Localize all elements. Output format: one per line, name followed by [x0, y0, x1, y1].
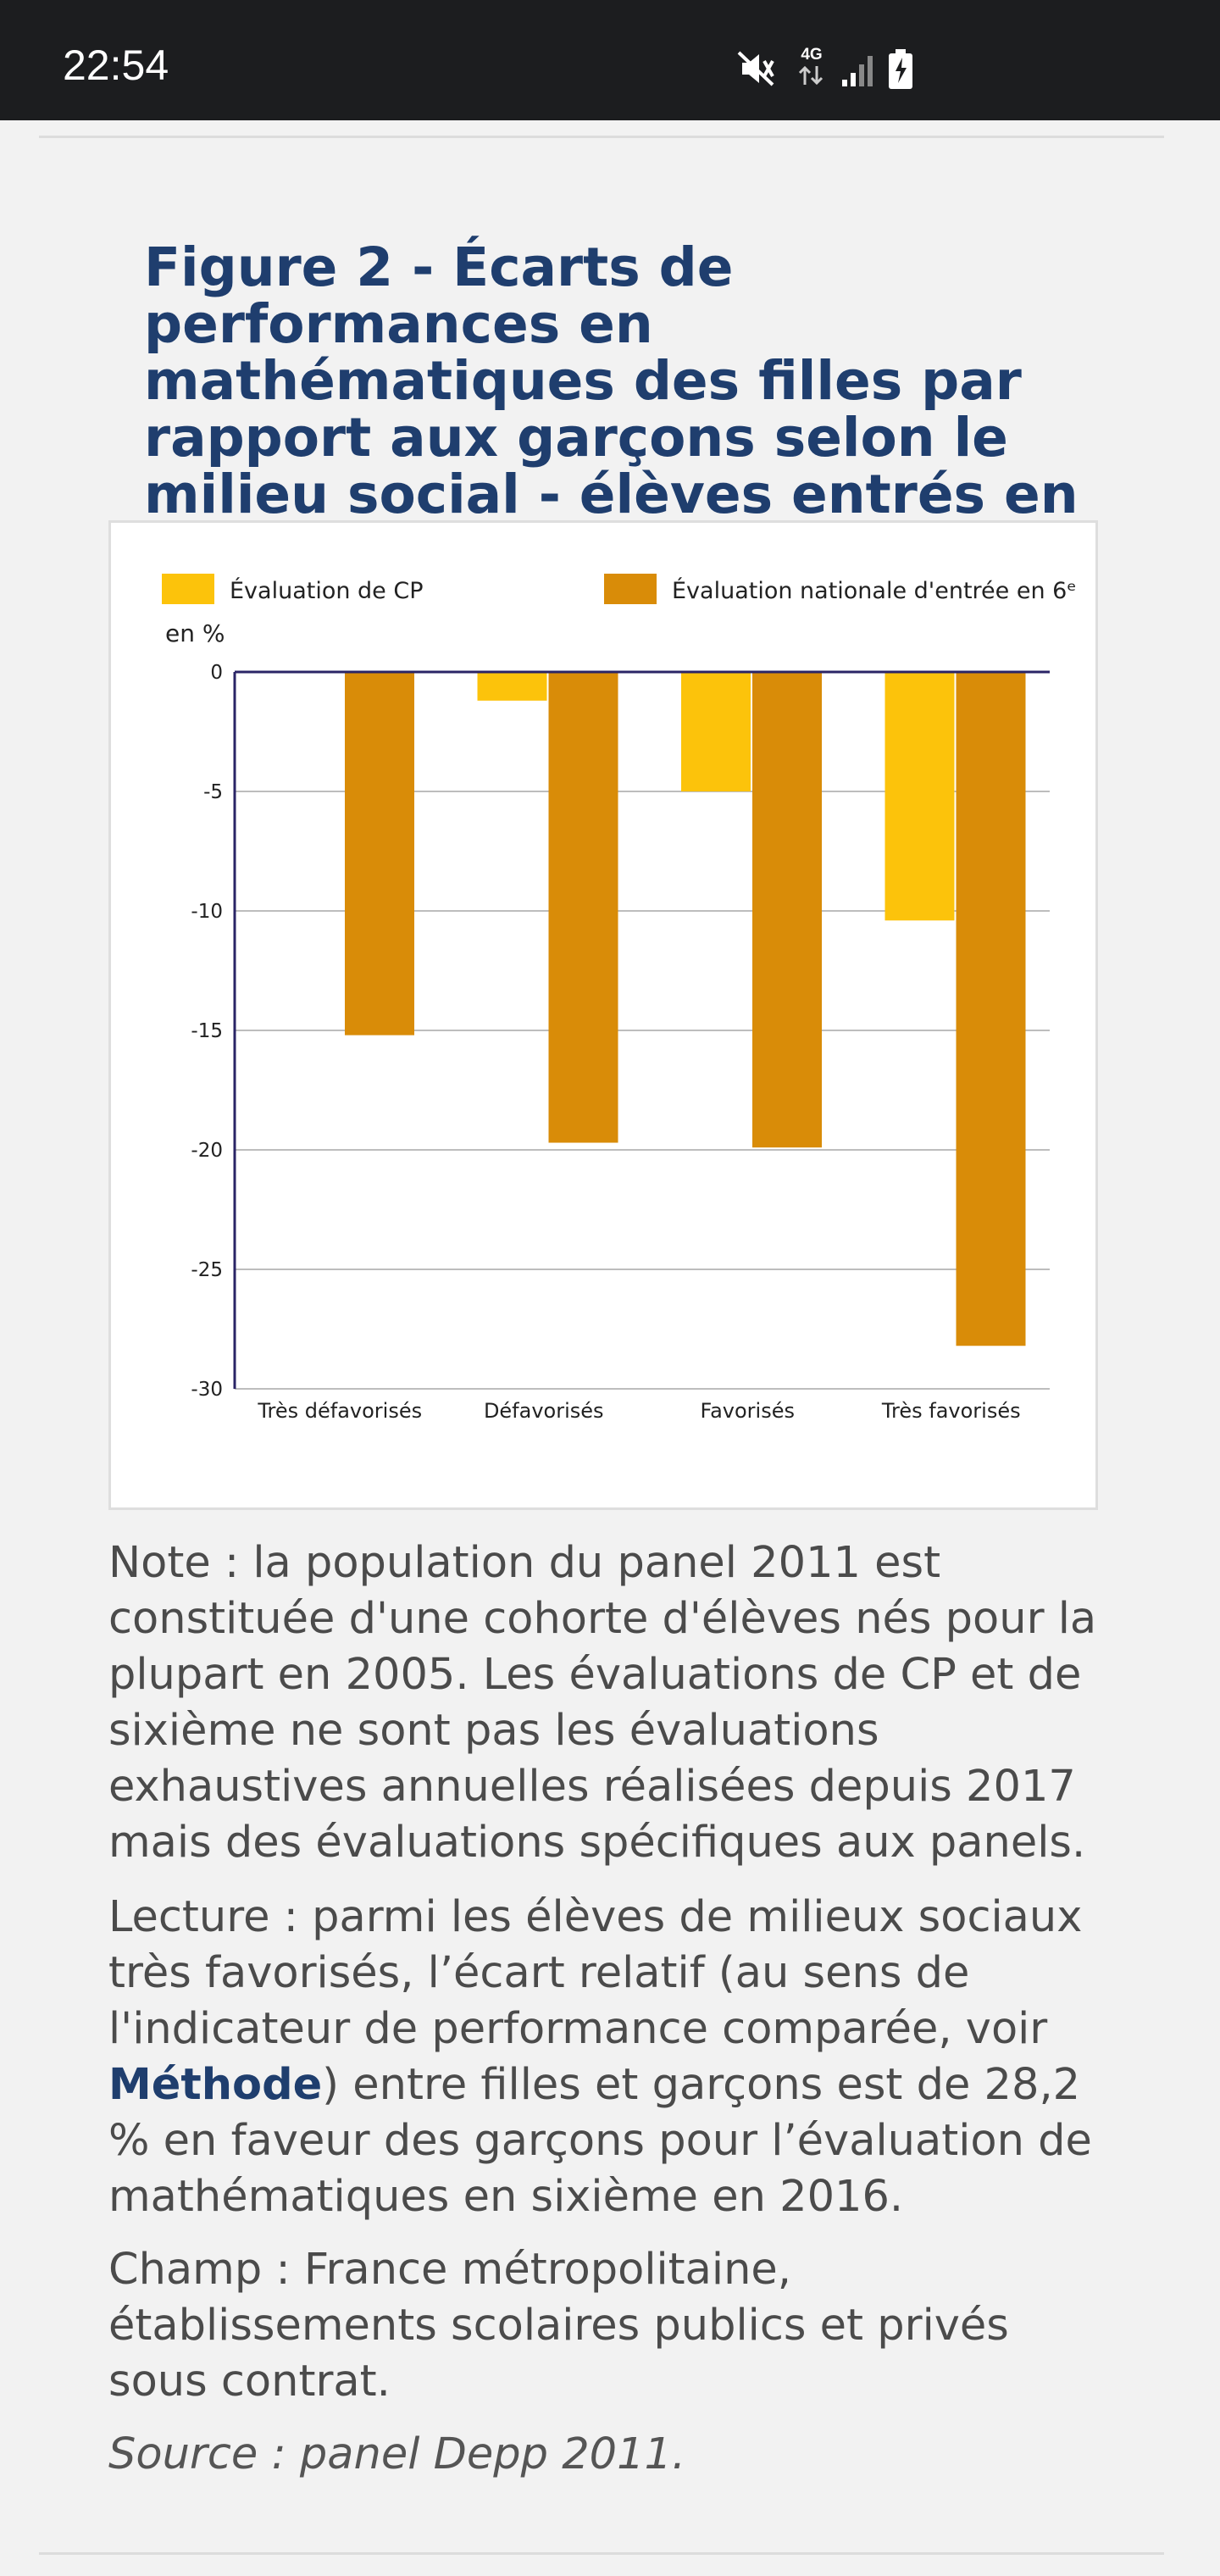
status-bar: 22:54 4G [0, 0, 1220, 120]
bar [956, 672, 1026, 1346]
signal-icon [842, 56, 873, 86]
status-time: 22:54 [63, 42, 169, 89]
bar [548, 672, 618, 1143]
battery-charging-icon [889, 49, 912, 89]
x-tick-label: Très favorisés [881, 1399, 1021, 1423]
lecture-text-end: ) entre filles et garçons est de 28,2 % … [108, 2060, 1092, 2222]
bar-chart: Évaluation de CP Évaluation nationale d'e… [162, 574, 1077, 1423]
bar [345, 672, 414, 1035]
legend-label: Évaluation de CP [230, 577, 424, 604]
y-tick-label: -15 [191, 1020, 223, 1042]
legend-swatch [604, 574, 657, 604]
bar [681, 672, 751, 791]
legend-label: Évaluation nationale d'entrée en 6ᵉ [672, 577, 1077, 604]
bar [884, 672, 955, 921]
x-tick-label: Très défavorisés [257, 1399, 422, 1423]
bar [477, 672, 547, 701]
lecture-text: Lecture : parmi les élèves de milieux so… [108, 1890, 1117, 2225]
chart-card: Évaluation de CP Évaluation nationale d'e… [108, 520, 1098, 1510]
legend-swatch [162, 574, 214, 604]
lecture-text-start: Lecture : parmi les élèves de milieux so… [108, 1892, 1083, 2054]
bar [752, 672, 822, 1148]
y-tick-label: -10 [191, 901, 223, 923]
bottom-divider [39, 2552, 1164, 2555]
y-tick-label: -25 [191, 1259, 223, 1281]
x-tick-label: Favorisés [700, 1399, 795, 1423]
network-4g-icon: 4G [795, 46, 829, 90]
network-label: 4G [801, 46, 823, 64]
note-text: Note : la population du panel 2011 est c… [108, 1538, 1097, 1868]
source-text: Source : panel Depp 2011. [108, 2429, 686, 2479]
top-divider [39, 136, 1164, 138]
y-tick-label: -30 [191, 1379, 223, 1401]
mute-icon [737, 51, 774, 86]
methode-link[interactable]: Méthode [108, 2060, 323, 2110]
y-tick-label: -20 [191, 1140, 223, 1162]
y-tick-label: 0 [210, 662, 223, 684]
champ-text: Champ : France métropolitaine, établisse… [108, 2245, 1009, 2407]
y-tick-label: -5 [203, 781, 223, 803]
x-tick-label: Défavorisés [484, 1399, 604, 1423]
y-axis-label: en % [165, 619, 225, 647]
